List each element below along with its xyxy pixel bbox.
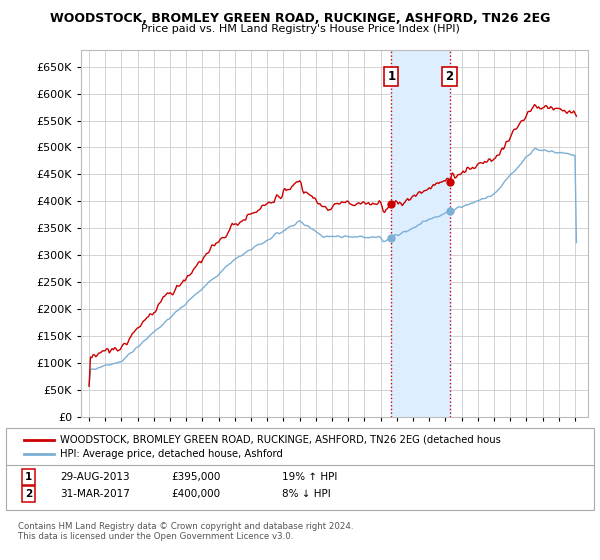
- Text: Contains HM Land Registry data © Crown copyright and database right 2024.: Contains HM Land Registry data © Crown c…: [18, 522, 353, 531]
- Text: 2: 2: [25, 489, 32, 499]
- Text: 1: 1: [25, 472, 32, 482]
- Text: Price paid vs. HM Land Registry's House Price Index (HPI): Price paid vs. HM Land Registry's House …: [140, 24, 460, 34]
- Text: £400,000: £400,000: [171, 489, 220, 499]
- Text: 1: 1: [387, 70, 395, 83]
- Text: HPI: Average price, detached house, Ashford: HPI: Average price, detached house, Ashf…: [60, 449, 283, 459]
- Text: WOODSTOCK, BROMLEY GREEN ROAD, RUCKINGE, ASHFORD, TN26 2EG (detached hous: WOODSTOCK, BROMLEY GREEN ROAD, RUCKINGE,…: [60, 435, 501, 445]
- Bar: [391, 50, 449, 417]
- Text: 19% ↑ HPI: 19% ↑ HPI: [282, 472, 337, 482]
- Text: WOODSTOCK, BROMLEY GREEN ROAD, RUCKINGE, ASHFORD, TN26 2EG: WOODSTOCK, BROMLEY GREEN ROAD, RUCKINGE,…: [50, 12, 550, 25]
- Text: 2: 2: [445, 70, 454, 83]
- Text: 29-AUG-2013: 29-AUG-2013: [60, 472, 130, 482]
- Text: 31-MAR-2017: 31-MAR-2017: [60, 489, 130, 499]
- Text: This data is licensed under the Open Government Licence v3.0.: This data is licensed under the Open Gov…: [18, 532, 293, 541]
- Text: £395,000: £395,000: [171, 472, 220, 482]
- Text: 8% ↓ HPI: 8% ↓ HPI: [282, 489, 331, 499]
